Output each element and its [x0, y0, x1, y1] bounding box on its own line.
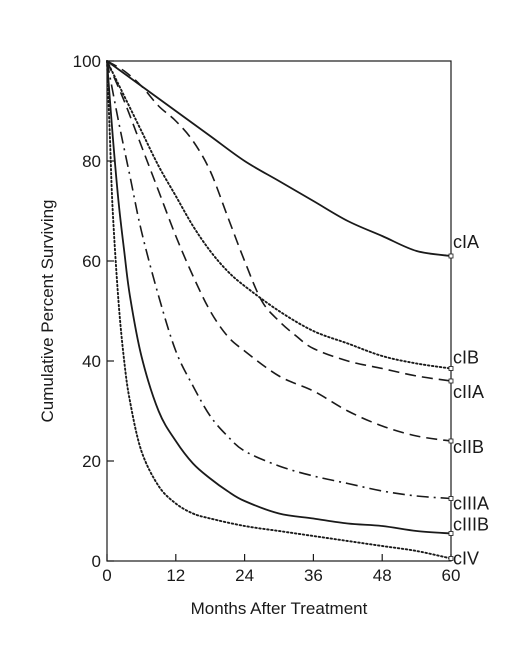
y-tick-label: 40: [82, 352, 101, 371]
series-label-cia: cIA: [453, 232, 479, 252]
axis-ticks: 0 12 24 36 48 60 0 20 40 60 80 100: [73, 52, 461, 585]
series-end-marker: [448, 556, 454, 561]
y-tick-label: 80: [82, 152, 101, 171]
series-line-cia: [106, 60, 452, 257]
series-end-marker: [448, 253, 454, 259]
series-line-ciia: [106, 60, 452, 382]
series-end-marker: [448, 378, 454, 384]
series-label-cib: cIB: [453, 348, 479, 368]
x-tick-label: 24: [235, 566, 254, 585]
y-tick-label: 20: [82, 452, 101, 471]
x-tick-label: 60: [442, 566, 461, 585]
series-line-ciiib: [106, 60, 452, 535]
series-end-marker: [448, 438, 454, 444]
x-tick-label: 48: [373, 566, 392, 585]
series-end-marker: [448, 366, 454, 371]
plot-frame: [106, 60, 452, 562]
series-line-ciiia: [106, 60, 452, 500]
x-axis-title: Months After Treatment: [191, 599, 368, 618]
series-label-civ: cIV: [453, 549, 479, 569]
x-tick-label: 0: [102, 566, 111, 585]
series-lines: [106, 60, 454, 561]
series-end-marker: [448, 496, 454, 501]
series-label-ciia: cIIA: [453, 382, 484, 402]
series-label-ciib: cIIB: [453, 437, 484, 457]
series-line-ciib: [106, 60, 452, 442]
x-tick-label: 12: [166, 566, 185, 585]
series-label-ciiia: cIIIA: [453, 494, 489, 514]
y-tick-label: 100: [73, 52, 101, 71]
y-tick-label: 0: [92, 552, 101, 571]
series-end-marker: [448, 531, 454, 536]
series-label-ciiib: cIIIB: [453, 515, 489, 535]
y-axis-title: Cumulative Percent Surviving: [38, 200, 57, 423]
y-tick-label: 60: [82, 252, 101, 271]
series-line-cib: [106, 60, 452, 370]
series-line-civ: [106, 60, 452, 560]
x-tick-label: 36: [304, 566, 323, 585]
